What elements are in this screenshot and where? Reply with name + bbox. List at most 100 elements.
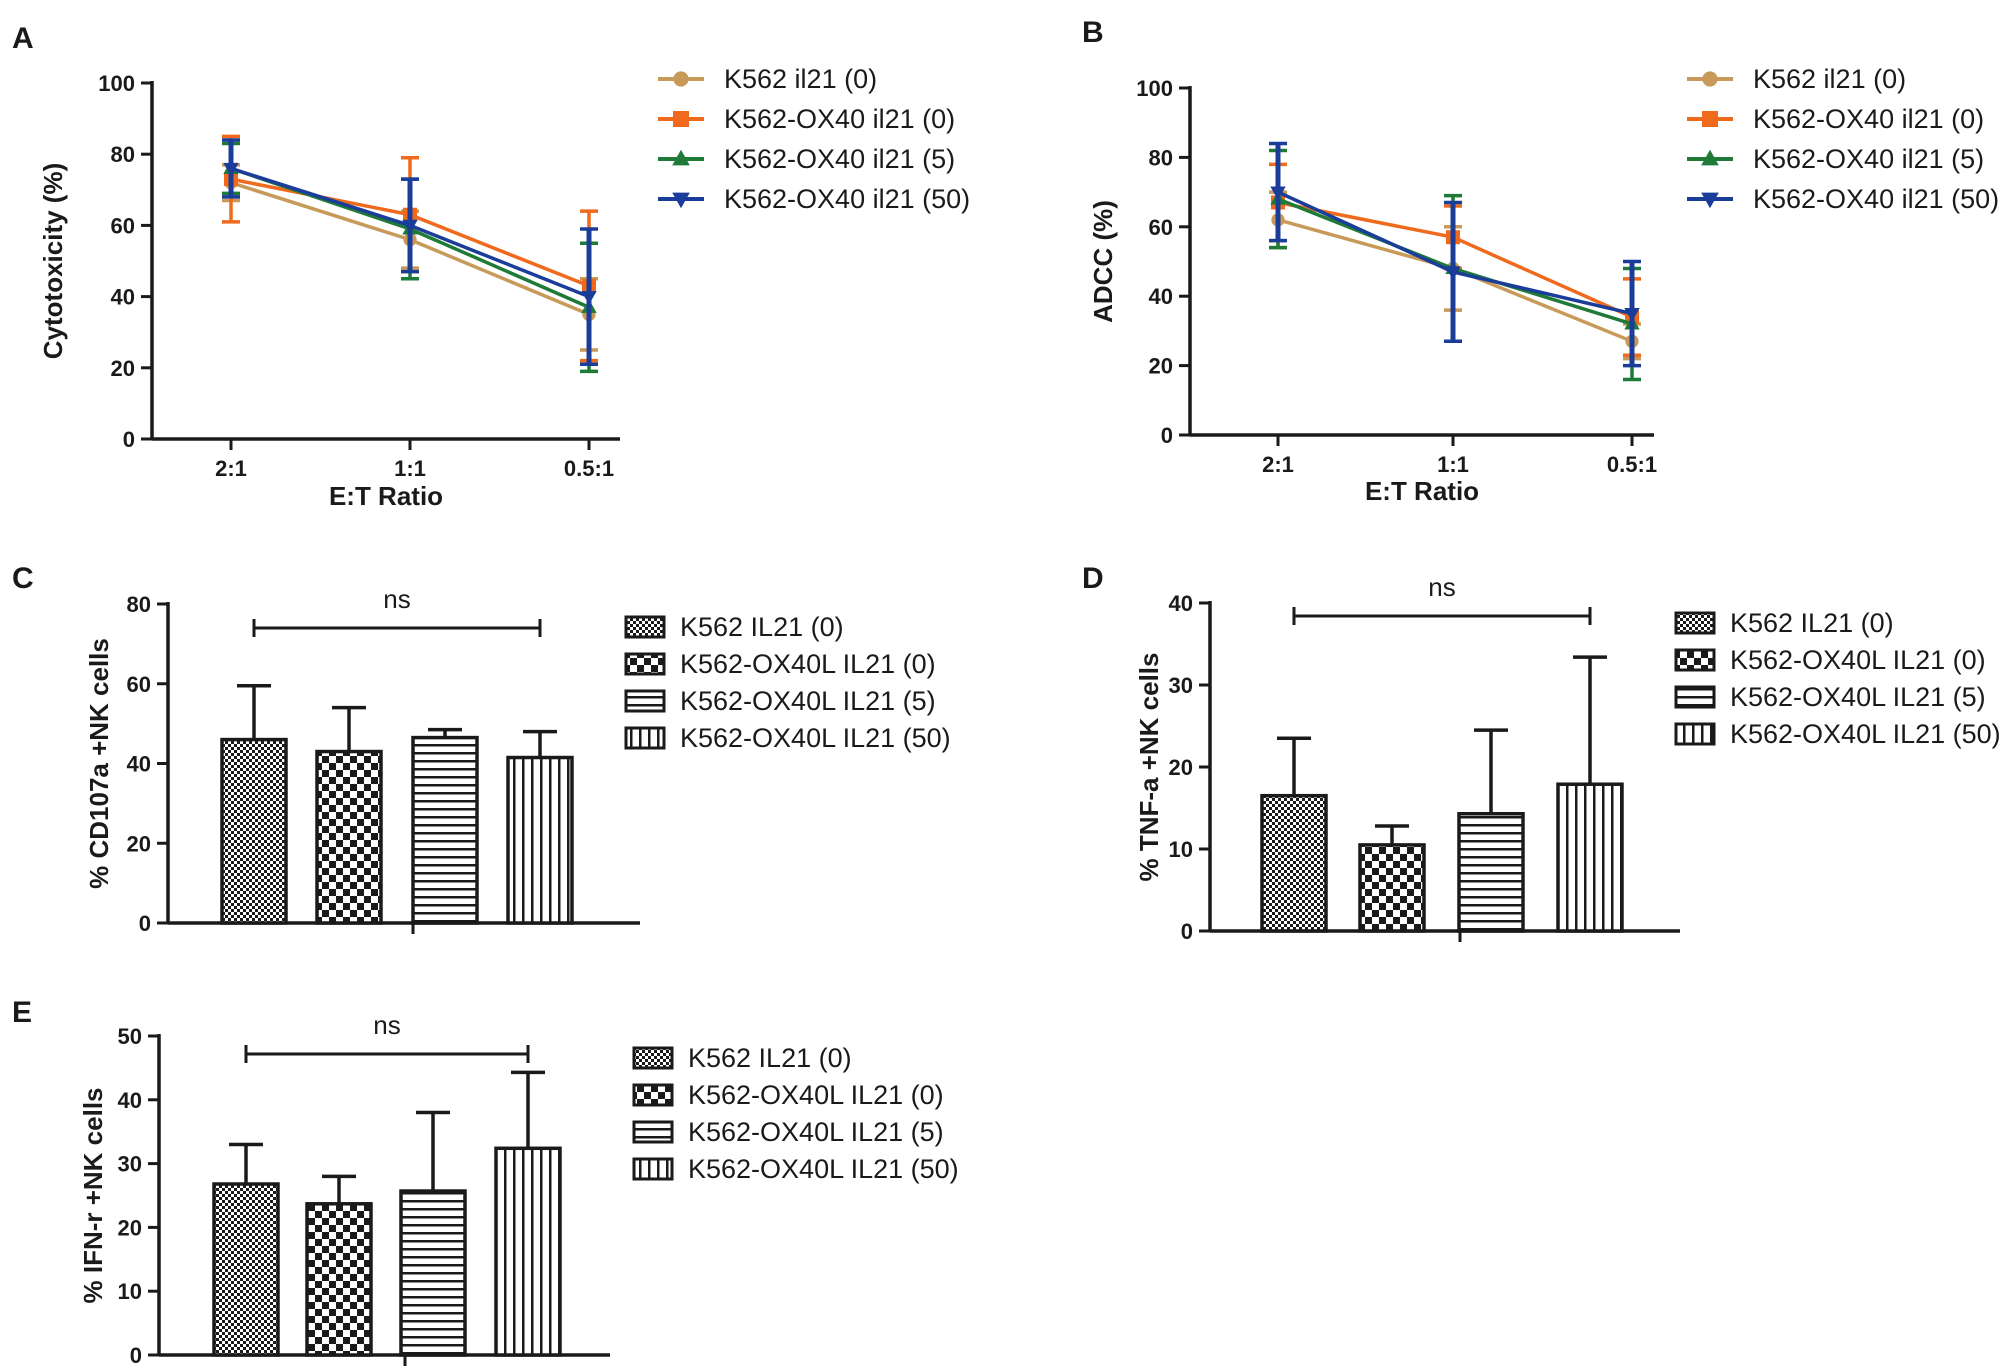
panel-e-y-tick-label: 0 — [130, 1343, 142, 1368]
panel-c-legend-entry: K562 IL21 (0) — [624, 612, 844, 642]
panel-a-legend-marker — [672, 192, 690, 209]
panel-a-legend-marker — [673, 71, 689, 87]
panel-c-label: C — [12, 562, 34, 595]
panel-d-legend-entry: K562 IL21 (0) — [1674, 608, 1894, 638]
panel-c-y-tick-label: 20 — [127, 831, 151, 856]
panel-d-bar-3 — [1457, 811, 1525, 933]
panel-a-y-axis-label: Cytotoxicity (%) — [38, 163, 68, 359]
panel-d-y-tick-label: 0 — [1181, 919, 1193, 944]
panel-e-legend-entry: K562-OX40L IL21 (0) — [632, 1080, 944, 1110]
panel-b-legend-label: K562 il21 (0) — [1753, 64, 1906, 94]
panel-d-legend-label: K562 IL21 (0) — [1730, 608, 1894, 638]
panel-d-legend-label: K562-OX40L IL21 (5) — [1730, 682, 1986, 712]
panel-c-legend-swatch — [624, 726, 666, 750]
panel-c-legend-entry: K562-OX40L IL21 (5) — [624, 686, 936, 716]
panel-e-bar-3 — [399, 1189, 467, 1357]
panel-e-legend-entry: K562 IL21 (0) — [632, 1043, 852, 1073]
panel-d-legend-swatch — [1674, 722, 1716, 746]
panel-a-legend-marker — [673, 111, 689, 127]
panel-b-legend-marker — [1702, 111, 1718, 127]
panel-a-legend-marker — [672, 149, 690, 166]
panel-a-legend-entry: K562-OX40 il21 (5) — [658, 144, 955, 174]
panel-d-bar-1 — [1260, 793, 1328, 933]
panel-e-legend-label: K562 IL21 (0) — [688, 1043, 852, 1073]
panel-a-data-point — [223, 162, 239, 177]
panel-a-y-tick-label: 60 — [111, 213, 135, 238]
panel-b-x-tick-label: 1:1 — [1437, 452, 1469, 477]
panel-e-legend-swatch — [632, 1157, 674, 1181]
panel-c-significance-label: ns — [383, 584, 410, 614]
panel-a-series-k562-ox40-il21-50 — [222, 138, 598, 366]
panel-d-label: D — [1082, 562, 1104, 595]
panel-e-significance-label: ns — [373, 1010, 400, 1040]
panel-d-legend-entry: K562-OX40L IL21 (0) — [1674, 645, 1986, 675]
panel-a-x-tick-label: 0.5:1 — [564, 456, 614, 481]
panel-a-x-tick-label: 1:1 — [394, 456, 426, 481]
panel-a-y-tick-label: 0 — [123, 427, 135, 452]
panel-e-bar-4 — [494, 1146, 562, 1357]
panel-b-y-axis-label: ADCC (%) — [1088, 200, 1118, 323]
panel-b-legend-marker — [1701, 149, 1719, 166]
panel-a-legend-entry: K562 il21 (0) — [658, 64, 877, 94]
panel-c-bar-4 — [506, 755, 574, 925]
panel-e-y-tick-label: 10 — [118, 1279, 142, 1304]
panel-a-y-tick-label: 40 — [111, 285, 135, 310]
panel-b-y-tick-label: 100 — [1136, 76, 1173, 101]
panel-d-y-axis-label: % TNF-a +NK cells — [1134, 652, 1164, 881]
panel-e-y-tick-label: 30 — [118, 1152, 142, 1177]
panel-e-label: E — [12, 996, 32, 1029]
panel-c: C 0 20 40 60 80 % CD107a +NK cells ns K562 IL21 … — [12, 562, 951, 936]
panel-e-y-tick-label: 40 — [118, 1088, 142, 1113]
panel-c-legend-label: K562-OX40L IL21 (50) — [680, 723, 951, 753]
panel-a-legend-entry: K562-OX40 il21 (0) — [658, 104, 955, 134]
panel-e-bar-1 — [212, 1182, 280, 1357]
panel-b-legend-entry: K562-OX40 il21 (50) — [1687, 184, 1999, 214]
panel-a-data-point — [581, 291, 597, 305]
panel-c-legend-swatch — [624, 615, 666, 639]
panel-a-legend-label: K562-OX40 il21 (5) — [724, 144, 955, 174]
panel-c-legend-label: K562-OX40L IL21 (0) — [680, 649, 936, 679]
panel-b-y-tick-label: 20 — [1149, 354, 1173, 379]
panel-a: A 0 20 40 60 80 100 Cytotoxicity (%) 2:1 1:1 0.5:1… — [12, 22, 970, 511]
panel-e-legend-label: K562-OX40L IL21 (0) — [688, 1080, 944, 1110]
panel-c-y-tick-label: 0 — [139, 911, 151, 936]
panel-d: D 0 10 20 30 40 % TNF-a +NK cells ns K562 IL21 (… — [1082, 562, 2001, 944]
panel-c-legend-swatch — [624, 689, 666, 713]
panel-b-legend-entry: K562-OX40 il21 (5) — [1687, 144, 1984, 174]
panel-a-data-point — [402, 219, 418, 234]
panel-a-x-axis-label: E:T Ratio — [329, 481, 443, 511]
panel-b-y-tick-label: 0 — [1161, 423, 1173, 448]
panel-e-legend-label: K562-OX40L IL21 (50) — [688, 1154, 959, 1184]
panel-b-series-k562-ox40-il21-50 — [1269, 141, 1641, 368]
panel-d-legend-swatch — [1674, 648, 1716, 672]
panel-d-significance-label: ns — [1428, 572, 1455, 602]
panel-d-legend-entry: K562-OX40L IL21 (5) — [1674, 682, 1986, 712]
panel-e-bar-2 — [305, 1202, 373, 1357]
panel-c-legend-swatch — [624, 652, 666, 676]
panel-b-legend-label: K562-OX40 il21 (0) — [1753, 104, 1984, 134]
panel-a-legend-label: K562 il21 (0) — [724, 64, 877, 94]
panel-b-data-point — [1445, 266, 1461, 280]
panel-d-legend-label: K562-OX40L IL21 (0) — [1730, 645, 1986, 675]
panel-b-legend-marker — [1701, 192, 1719, 209]
panel-e-y-tick-label: 50 — [118, 1024, 142, 1049]
panel-d-legend-label: K562-OX40L IL21 (50) — [1730, 719, 2001, 749]
panel-a-legend-label: K562-OX40 il21 (50) — [724, 184, 970, 214]
panel-b-legend-marker — [1702, 71, 1718, 87]
panel-d-y-tick-label: 10 — [1169, 837, 1193, 862]
panel-b-y-tick-label: 40 — [1149, 284, 1173, 309]
panel-c-y-tick-label: 40 — [127, 752, 151, 777]
panel-c-y-tick-label: 60 — [127, 672, 151, 697]
panel-b-y-tick-label: 60 — [1149, 215, 1173, 240]
panel-e-legend-swatch — [632, 1083, 674, 1107]
panel-b-label: B — [1082, 16, 1104, 49]
panel-b-data-point — [1624, 307, 1640, 322]
panel-d-y-tick-label: 40 — [1169, 591, 1193, 616]
panel-a-y-tick-label: 100 — [98, 71, 135, 96]
panel-c-bar-1 — [220, 737, 288, 925]
panel-c-legend-entry: K562-OX40L IL21 (0) — [624, 649, 936, 679]
panel-b-legend-entry: K562 il21 (0) — [1687, 64, 1906, 94]
panel-d-legend-swatch — [1674, 611, 1716, 635]
panel-c-legend-entry: K562-OX40L IL21 (50) — [624, 723, 951, 753]
